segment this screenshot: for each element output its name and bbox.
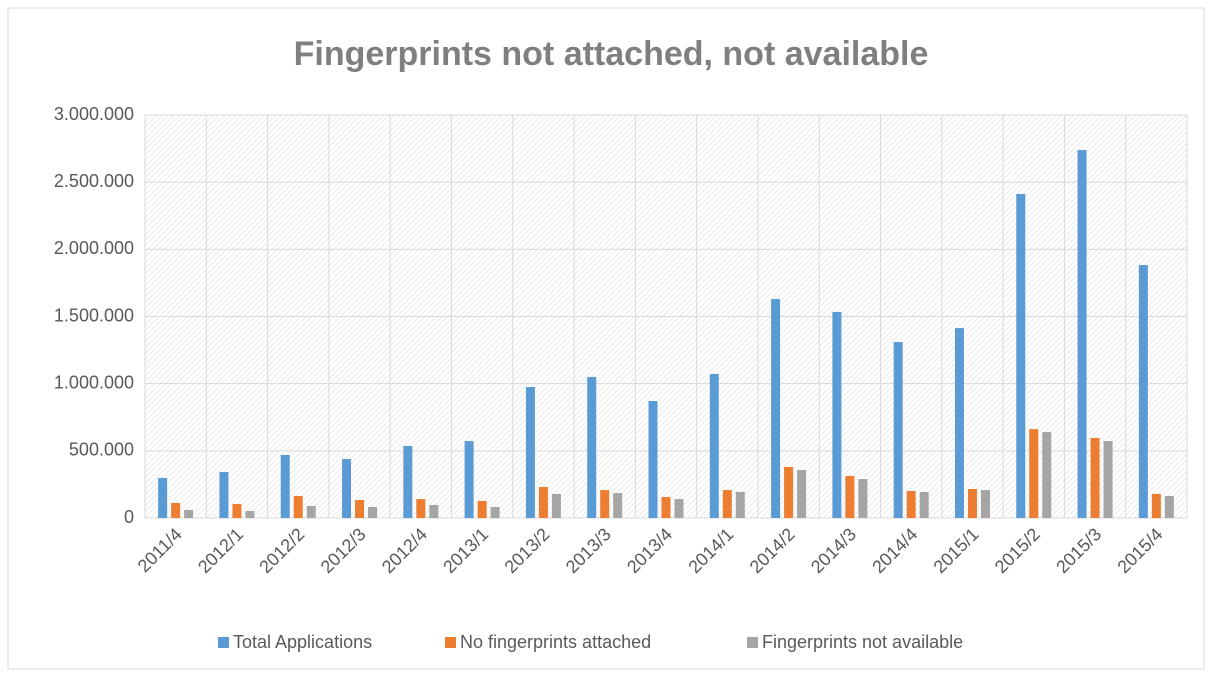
bar (674, 499, 684, 518)
y-tick-label: 2.500.000 (54, 171, 134, 191)
legend-label: Total Applications (233, 632, 372, 652)
bar (858, 479, 868, 518)
y-tick-label: 0 (124, 507, 134, 527)
bar (525, 387, 535, 518)
bar (906, 490, 916, 518)
bar (967, 488, 977, 518)
bar (551, 493, 561, 518)
bar (722, 490, 732, 518)
bar (980, 490, 990, 518)
y-tick-label: 2.000.000 (54, 238, 134, 258)
bar (477, 500, 487, 518)
bar (368, 506, 378, 518)
bar (954, 328, 964, 518)
bar (832, 311, 842, 518)
legend-swatch (747, 637, 758, 648)
legend-swatch (218, 637, 229, 648)
bar (1077, 150, 1087, 518)
bar (1042, 432, 1052, 518)
bar (771, 299, 781, 518)
legend-label: No fingerprints attached (460, 632, 651, 652)
bar (893, 342, 903, 518)
bar (919, 491, 929, 518)
y-tick-label: 3.000.000 (54, 104, 134, 124)
bar (709, 373, 719, 518)
bar (280, 454, 290, 518)
bar (429, 504, 439, 518)
bar (1016, 193, 1026, 518)
bar (184, 509, 194, 518)
bar (355, 499, 365, 518)
y-tick-label: 500.000 (69, 440, 134, 460)
bar (1029, 429, 1039, 518)
bar (416, 499, 426, 518)
bar (342, 459, 352, 518)
chart-title: Fingerprints not attached, not available (294, 35, 929, 73)
bar (797, 470, 807, 518)
y-tick-label: 1.500.000 (54, 305, 134, 325)
bar (1138, 265, 1148, 518)
legend-label: Fingerprints not available (762, 632, 963, 652)
bar (219, 472, 229, 518)
bar (648, 400, 658, 518)
bar (784, 466, 794, 518)
bar (613, 493, 623, 518)
bar (600, 490, 610, 518)
bar (1164, 495, 1174, 518)
bar (490, 506, 500, 518)
bar (845, 475, 855, 518)
bar (587, 376, 597, 518)
y-tick-label: 1.000.000 (54, 372, 134, 392)
bar (464, 441, 474, 518)
bar (538, 486, 548, 518)
bar (245, 511, 255, 518)
bar (735, 491, 745, 518)
legend-swatch (445, 637, 456, 648)
bar (232, 504, 242, 518)
bar (1090, 437, 1100, 518)
bar (293, 495, 303, 518)
bar (171, 502, 181, 518)
bar (1103, 441, 1113, 518)
bar (661, 497, 671, 518)
bar (1151, 493, 1161, 518)
bar (403, 445, 413, 518)
bar (306, 506, 316, 518)
bar (158, 477, 168, 518)
